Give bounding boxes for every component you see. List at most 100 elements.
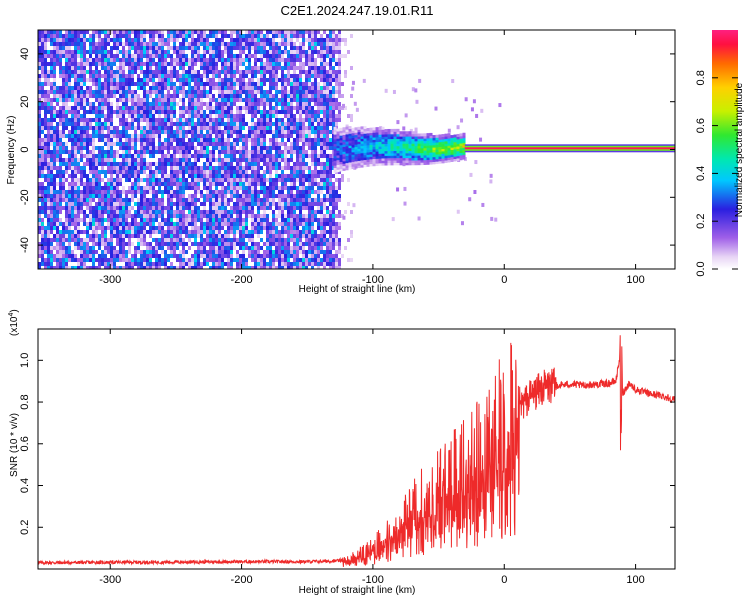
heatmap-cell [257,210,260,214]
heatmap-cell [80,174,83,178]
heatmap-cell [101,162,104,166]
heatmap-cell [254,222,257,226]
heatmap-cell [80,142,83,146]
heatmap-cell [128,98,131,102]
heatmap-cell [119,174,122,178]
heatmap-cell [56,246,59,250]
heatmap-cell [146,190,149,194]
heatmap-cell [182,42,185,46]
heatmap-cell [170,134,173,138]
heatmap-cell [257,66,260,70]
heatmap-cell [287,234,290,238]
heatmap-cell [89,62,92,66]
heatmap-cell [194,254,197,258]
heatmap-cell [167,34,170,38]
heatmap-cell [47,118,50,122]
heatmap-cell [275,70,278,74]
heatmap-cell [170,254,173,258]
heatmap-cell [224,186,227,190]
heatmap-cell [296,74,299,78]
heatmap-cell [170,238,173,242]
heatmap-cell [137,58,140,62]
heatmap-cell [224,122,227,126]
heatmap-cell [215,86,218,90]
heatmap-cell [155,174,158,178]
heatmap-cell [149,46,152,50]
heatmap-cell [257,234,260,238]
heatmap-cell [122,82,125,86]
heatmap-cell [203,210,206,214]
heatmap-cell [206,90,209,94]
heatmap-cell [44,102,47,106]
heatmap-cell [95,158,98,162]
heatmap-cell [206,190,209,194]
heatmap-cell [167,150,170,154]
heatmap-cell [80,190,83,194]
heatmap-cell [86,238,89,242]
heatmap-cell [182,46,185,50]
heatmap-cell [311,202,314,206]
heatmap-cell [236,222,239,226]
heatmap-cell [56,190,59,194]
heatmap-cell [59,122,62,126]
heatmap-cell [77,242,80,246]
heatmap-cell [89,190,92,194]
heatmap-cell [266,162,269,166]
heatmap-cell [41,42,44,46]
heatmap-cell [44,154,47,158]
heatmap-cell [179,178,182,182]
heatmap-cell [245,186,248,190]
heatmap-cell [98,146,101,150]
heatmap-cell [311,258,314,262]
heatmap-cell [137,66,140,70]
heatmap-cell [254,98,257,102]
heatmap-cell [62,146,65,150]
heatmap-cell [173,106,176,110]
heatmap-cell [260,118,263,122]
heatmap-cell [290,206,293,210]
heatmap-cell [185,186,188,190]
heatmap-cell [296,130,299,134]
heatmap-cell [260,202,263,206]
heatmap-cell [197,138,200,142]
heatmap-cell [140,254,143,258]
heatmap-cell [86,230,89,234]
heatmap-cell [197,122,200,126]
heatmap-cell [236,254,239,258]
heatmap-cell [56,154,59,158]
heatmap-cell [83,38,86,42]
heatmap-cell [107,194,110,198]
heatmap-cell [167,82,170,86]
heatmap-cell [299,242,302,246]
heatmap-cell [179,266,182,269]
heatmap-cell [137,262,140,266]
heatmap-cell [317,186,320,190]
heatmap-cell [53,206,56,210]
heatmap-cell [68,182,71,186]
heatmap-cell [212,202,215,206]
heatmap-cell [65,170,68,174]
heatmap-cell [233,74,236,78]
heatmap-cell [263,158,266,162]
heatmap-cell [38,194,41,198]
heatmap-cell [119,254,122,258]
heatmap-cell [134,130,137,134]
heatmap-cell [116,46,119,50]
heatmap-cell [83,210,86,214]
heatmap-cell [260,258,263,262]
heatmap-cell [95,42,98,46]
heatmap-cell [122,206,125,210]
heatmap-cell [125,174,128,178]
heatmap-cell [71,190,74,194]
heatmap-cell [44,174,47,178]
heatmap-cell [122,58,125,62]
heatmap-cell [254,190,257,194]
heatmap-cell [89,186,92,190]
heatmap-cell [296,190,299,194]
heatmap-cell [185,130,188,134]
heatmap-cell [47,110,50,114]
heatmap-cell [50,202,53,206]
heatmap-cell [236,82,239,86]
heatmap-cell [92,206,95,210]
